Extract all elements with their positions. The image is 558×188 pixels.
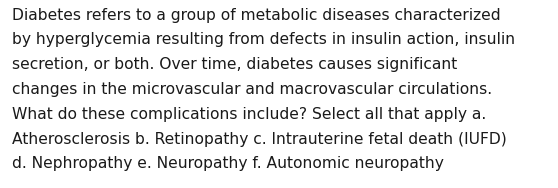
Text: Atherosclerosis b. Retinopathy c. Intrauterine fetal death (IUFD): Atherosclerosis b. Retinopathy c. Intrau… (12, 132, 507, 147)
Text: d. Nephropathy e. Neuropathy f. Autonomic neuropathy: d. Nephropathy e. Neuropathy f. Autonomi… (12, 156, 444, 171)
Text: by hyperglycemia resulting from defects in insulin action, insulin: by hyperglycemia resulting from defects … (12, 32, 516, 47)
Text: changes in the microvascular and macrovascular circulations.: changes in the microvascular and macrova… (12, 82, 492, 97)
Text: What do these complications include? Select all that apply a.: What do these complications include? Sel… (12, 107, 487, 122)
Text: Diabetes refers to a group of metabolic diseases characterized: Diabetes refers to a group of metabolic … (12, 8, 501, 23)
Text: secretion, or both. Over time, diabetes causes significant: secretion, or both. Over time, diabetes … (12, 57, 458, 72)
